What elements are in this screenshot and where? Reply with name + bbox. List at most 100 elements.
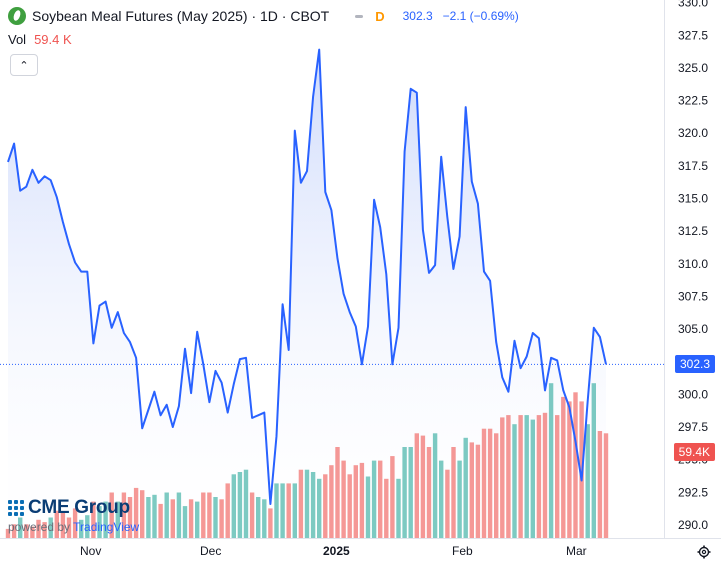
volume-bar	[384, 478, 389, 538]
y-tick-label: 290.0	[678, 518, 708, 532]
volume-bar	[555, 415, 560, 538]
volume-bar	[298, 469, 304, 538]
symbol-title[interactable]: Soybean Meal Futures (May 2025) · 1D · C…	[32, 8, 330, 24]
last-volume-tag: 59.4K	[673, 443, 715, 461]
volume-bar	[445, 469, 450, 538]
volume-bar	[567, 401, 572, 538]
volume-bar	[256, 497, 261, 538]
volume-bar	[225, 483, 230, 538]
volume-bar	[219, 499, 224, 538]
volume-bar	[195, 501, 200, 538]
interval-badge: D	[375, 8, 385, 24]
volume-bar	[347, 474, 352, 538]
y-tick-label: 322.5	[678, 94, 708, 108]
last-price-tag: 302.3	[674, 355, 715, 374]
volume-bar	[60, 513, 66, 538]
y-tick-label: 327.5	[678, 28, 708, 42]
volume-bar	[494, 433, 499, 538]
cme-logo-icon	[8, 500, 24, 516]
tradingview-brand[interactable]: TradingView	[73, 520, 140, 534]
gear-icon[interactable]	[697, 545, 711, 559]
chevron-up-icon: ⌃	[19, 59, 29, 72]
volume-bar	[286, 483, 291, 538]
price-line	[7, 48, 607, 505]
volume-bar	[475, 444, 481, 538]
volume-bar	[573, 392, 578, 538]
volume-bar	[603, 433, 609, 538]
volume-bar	[182, 506, 188, 538]
y-tick-label: 317.5	[678, 159, 708, 173]
volume-bar	[487, 428, 493, 538]
volume-bar	[585, 424, 590, 538]
volume-bar	[439, 460, 444, 538]
y-tick-label: 320.0	[678, 126, 708, 140]
volume-bar	[18, 517, 23, 538]
volume-bar	[164, 492, 169, 538]
volume-bar	[5, 528, 11, 538]
volume-bar	[109, 492, 114, 538]
x-tick-label: 2025	[323, 544, 350, 558]
volume-bar	[127, 497, 133, 538]
y-tick-label: 307.5	[678, 289, 708, 303]
y-tick-label: 292.5	[678, 485, 708, 499]
volume-bar	[426, 447, 432, 538]
volume-bar	[176, 492, 182, 538]
volume-legend: Vol 59.4 K	[8, 32, 72, 47]
volume-bar	[11, 524, 17, 538]
volume-bar	[548, 383, 554, 538]
y-tick-label: 315.0	[678, 192, 708, 206]
powered-by: powered by TradingView	[8, 520, 139, 534]
volume-label: Vol	[8, 32, 27, 47]
volume-bar	[42, 522, 47, 538]
x-tick-label: Feb	[452, 544, 473, 558]
volume-bar	[542, 412, 548, 538]
volume-bar	[518, 415, 523, 538]
soybean-leaf-icon	[8, 7, 26, 25]
price-area-fill	[8, 49, 606, 538]
volume-bar	[262, 499, 267, 538]
volume-bar	[36, 519, 41, 538]
volume-bar	[170, 499, 175, 538]
volume-bar	[268, 508, 273, 538]
volume-bar	[280, 483, 285, 538]
volume-bar	[500, 417, 505, 538]
y-tick-label: 300.0	[678, 387, 708, 401]
volume-bar	[561, 396, 566, 538]
volume-bar	[158, 503, 163, 538]
price-change: −2.1 (−0.69%)	[442, 9, 519, 23]
volume-bar	[329, 465, 334, 538]
volume-bar	[207, 492, 212, 538]
volume-bar	[371, 460, 377, 538]
volume-bar	[335, 447, 340, 538]
volume-bar	[378, 460, 383, 538]
volume-bar	[597, 431, 603, 538]
volume-bar	[140, 490, 145, 538]
volume-bar	[359, 462, 365, 538]
volume-bar	[390, 456, 395, 538]
volume-bar	[103, 501, 108, 538]
volume-bar	[365, 476, 371, 538]
volume-bar	[274, 483, 279, 538]
volume-bar	[152, 494, 157, 538]
volume-bar	[249, 492, 255, 538]
y-tick-label: 312.5	[678, 224, 708, 238]
volume-bar	[469, 442, 474, 538]
volume-bar	[317, 478, 322, 538]
volume-bar	[353, 465, 358, 538]
market-status-icon	[355, 14, 364, 18]
volume-bar	[396, 478, 401, 538]
volume-bar	[188, 499, 194, 538]
volume-bar	[512, 424, 517, 538]
volume-bar	[48, 517, 53, 538]
collapse-legend-button[interactable]: ⌃	[10, 54, 38, 76]
volume-bar	[237, 472, 243, 538]
volume-bar	[414, 433, 419, 538]
volume-bar	[66, 517, 72, 538]
x-tick-label: Nov	[80, 544, 101, 558]
volume-bar	[451, 447, 456, 538]
volume-bar	[432, 433, 438, 538]
volume-bar	[457, 460, 462, 538]
volume-bar	[72, 508, 78, 538]
volume-bar	[524, 415, 529, 538]
